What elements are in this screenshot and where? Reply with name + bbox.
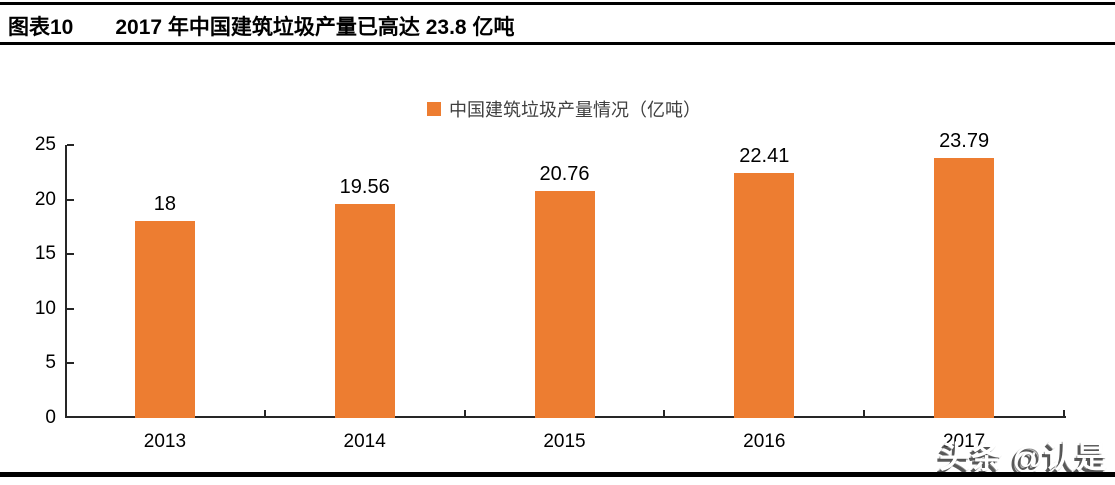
bar-2016 <box>734 173 795 418</box>
y-axis-tick-label: 10 <box>34 297 56 319</box>
y-axis-tick <box>67 198 74 201</box>
legend-label: 中国建筑垃圾产量情况（亿吨） <box>449 100 701 120</box>
y-axis-tick <box>67 307 74 310</box>
x-axis-category-label: 2014 <box>343 431 386 452</box>
chart-number-label: 图表10 <box>8 16 74 39</box>
x-axis-tick <box>863 410 866 418</box>
bar-2017 <box>934 158 995 418</box>
x-axis-tick <box>1063 410 1065 418</box>
bar-value-label: 19.56 <box>339 176 390 199</box>
bar-2015 <box>534 191 595 418</box>
y-axis-tick <box>67 144 74 146</box>
x-axis-category-label: 2015 <box>543 431 586 452</box>
x-axis-category-label: 2016 <box>743 431 786 452</box>
chart-title: 图表10 2017 年中国建筑垃圾产量已高达 23.8 亿吨 <box>8 11 514 41</box>
x-axis-category-label: 2013 <box>143 431 187 452</box>
chart-title-text: 2017 年中国建筑垃圾产量已高达 23.8 亿吨 <box>115 16 515 39</box>
y-axis-tick-label: 25 <box>34 134 56 155</box>
x-axis-tick <box>263 410 266 418</box>
y-axis-tick-label: 20 <box>34 188 56 210</box>
bar-2013 <box>134 221 195 418</box>
header-bottom-rule <box>0 42 1115 45</box>
y-axis-tick <box>67 253 74 256</box>
y-axis-tick-label: 0 <box>45 407 56 428</box>
legend: 中国建筑垃圾产量情况（亿吨） <box>427 99 701 120</box>
bar-value-label: 20.76 <box>539 163 590 186</box>
header-top-rule <box>0 2 1115 5</box>
legend-marker-icon <box>427 102 441 116</box>
bar-2014 <box>334 204 395 418</box>
bar-value-label: 18 <box>153 193 177 216</box>
y-axis-tick-label: 5 <box>45 352 56 374</box>
page-bottom-rule <box>0 472 1115 477</box>
y-axis-tick <box>67 362 74 365</box>
x-axis-tick <box>663 410 666 418</box>
x-axis-category-label: 2017 <box>942 431 986 452</box>
y-axis <box>65 145 67 418</box>
y-axis-tick-label: 15 <box>34 243 56 265</box>
x-axis-tick <box>463 410 466 418</box>
bar-value-label: 23.79 <box>939 130 990 153</box>
watermark: 头条 @认是 <box>939 440 1108 475</box>
bar-value-label: 22.41 <box>739 145 790 168</box>
